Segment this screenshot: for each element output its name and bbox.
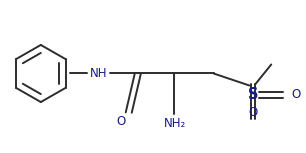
Text: O: O <box>291 88 300 101</box>
Text: O: O <box>117 115 126 128</box>
Text: O: O <box>248 106 258 119</box>
Text: NH₂: NH₂ <box>164 117 186 130</box>
Text: NH: NH <box>90 67 107 80</box>
Text: S: S <box>248 87 258 102</box>
